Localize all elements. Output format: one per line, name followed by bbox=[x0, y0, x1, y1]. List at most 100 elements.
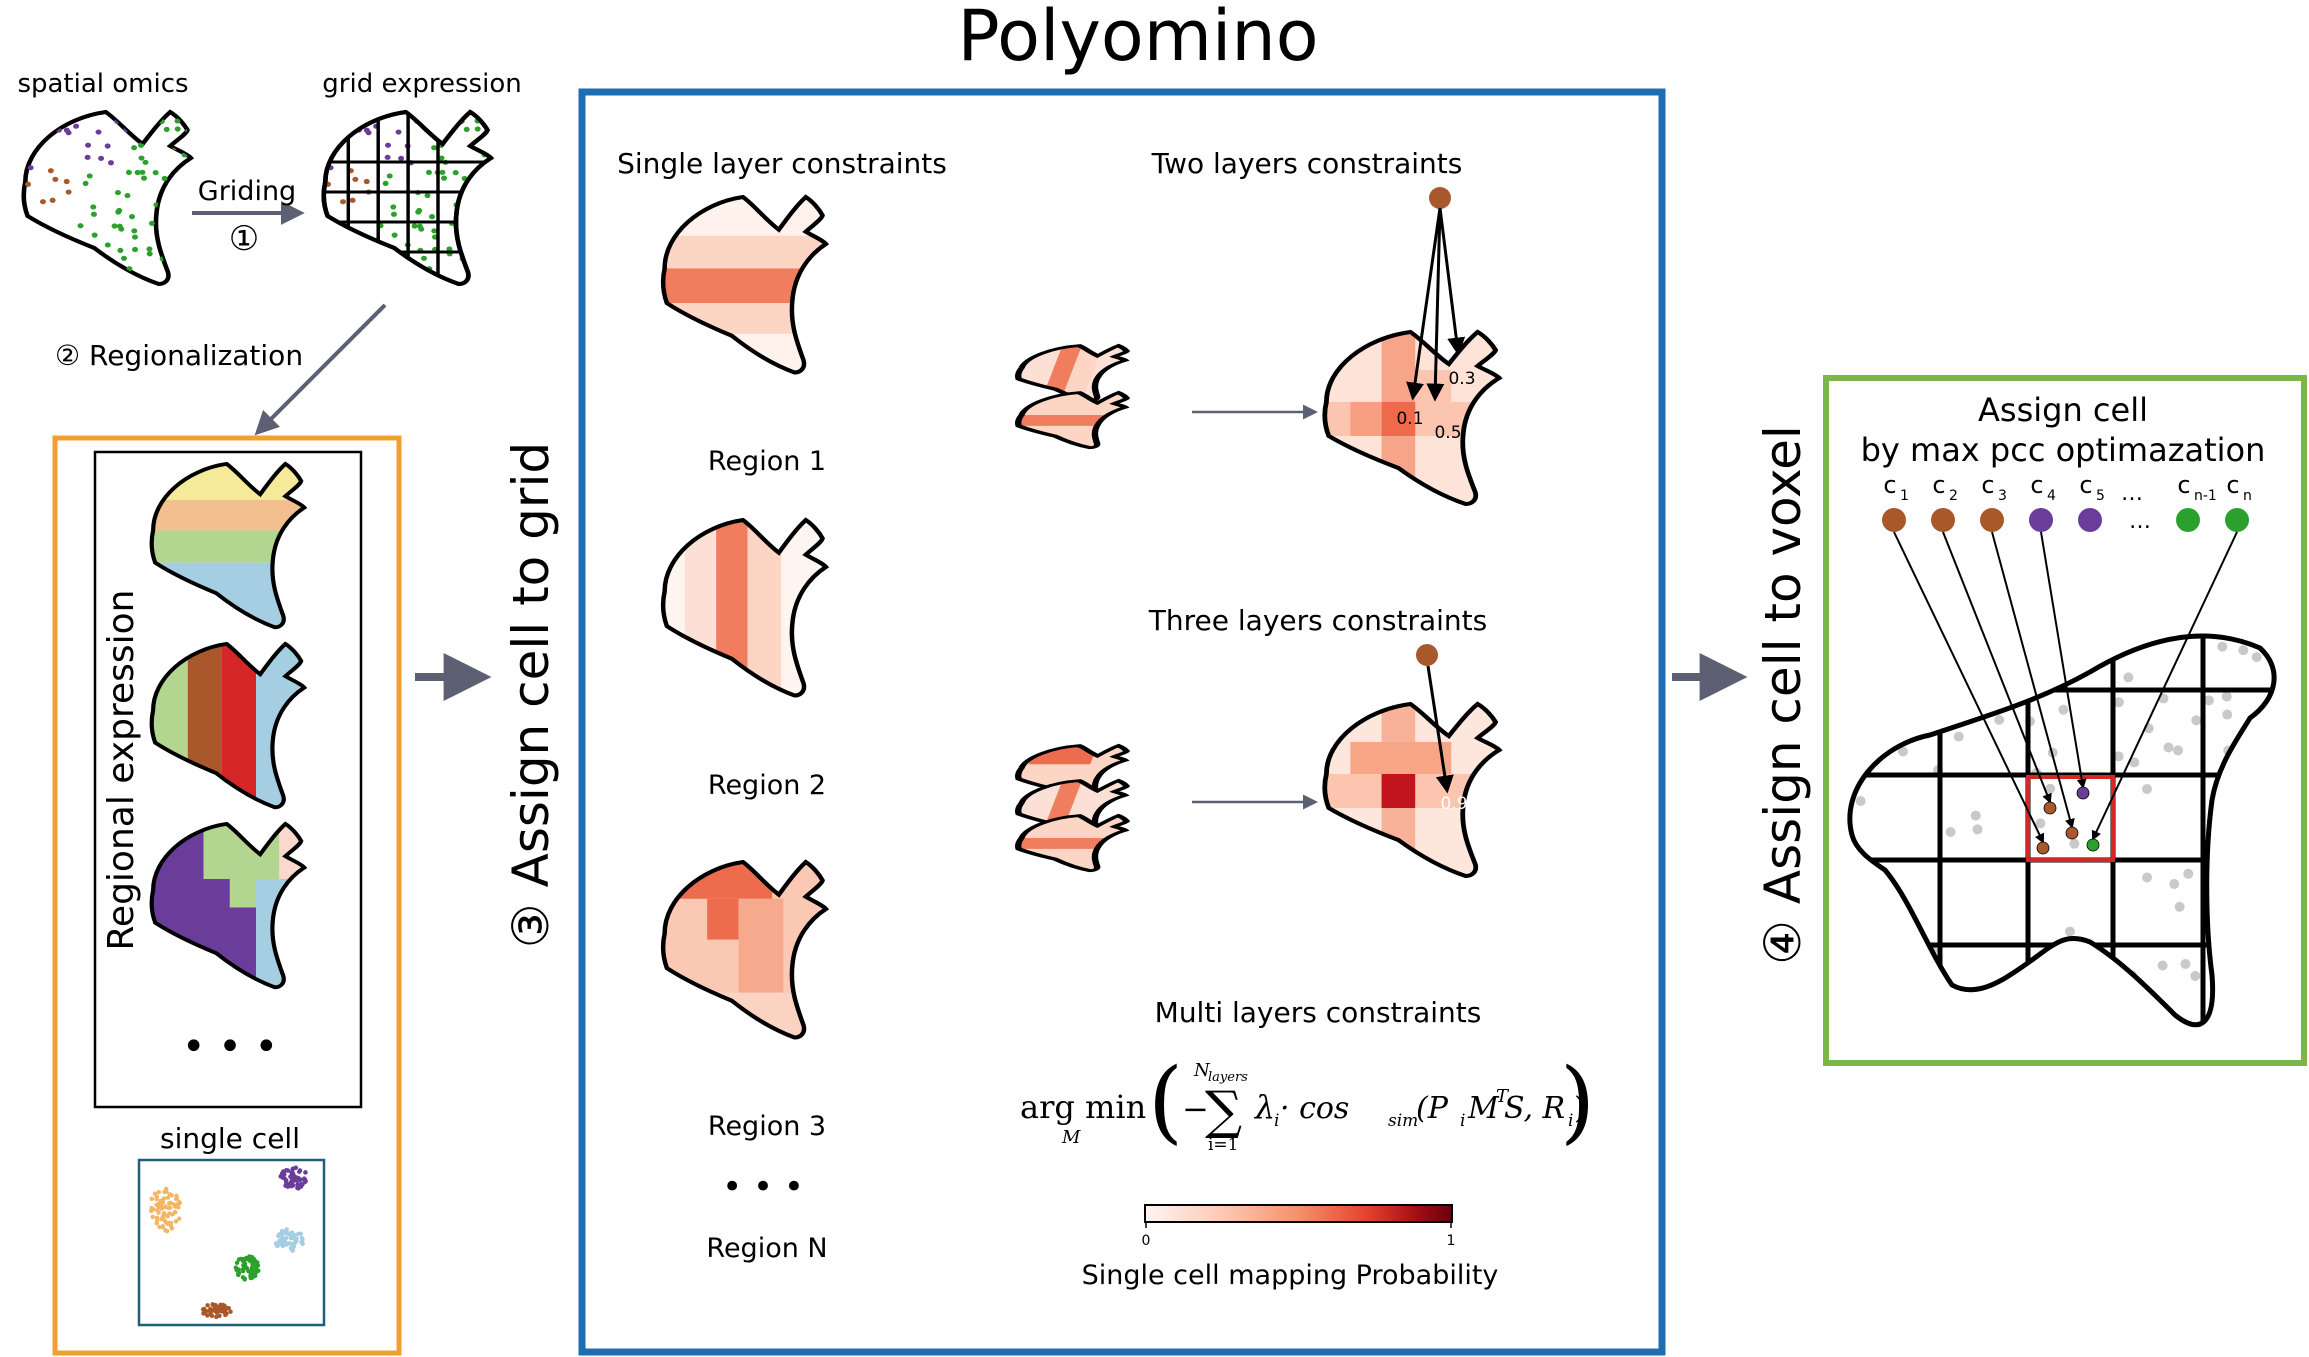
assign-cell-title-1: Assign cell bbox=[1978, 391, 2148, 429]
formula-sum-bottom: i=1 bbox=[1208, 1135, 1239, 1155]
region-1-label: Region 1 bbox=[708, 446, 826, 477]
regionalization-frame bbox=[52, 435, 402, 1356]
step4-label: ④ Assign cell to voxel bbox=[1754, 425, 1812, 965]
two-layer-prob-arrow-1 bbox=[1438, 207, 1466, 356]
regional-expression-label: Regional expression bbox=[101, 590, 142, 951]
cell-label: c bbox=[1883, 471, 1896, 499]
single-layer-title: Single layer constraints bbox=[617, 147, 947, 180]
probability-colorbar bbox=[1144, 1204, 1453, 1223]
three-layer-stack bbox=[992, 745, 1141, 875]
three-layer-result-map bbox=[1300, 702, 1516, 888]
three-layer-value: 0.9 bbox=[1440, 794, 1467, 814]
cell-label: c bbox=[2226, 471, 2239, 499]
two-layer-value-1: 0.3 bbox=[1448, 369, 1475, 389]
spatial-omics-label: spatial omics bbox=[17, 69, 188, 99]
two-layer-cell-dot bbox=[1429, 187, 1451, 209]
formula-m: M bbox=[1467, 1091, 1500, 1126]
cell-dot bbox=[1882, 508, 1906, 532]
cell-dot bbox=[2176, 508, 2200, 532]
cell-label-sub: 4 bbox=[2047, 488, 2056, 504]
region-3-map bbox=[640, 860, 842, 1050]
polyomino-frame bbox=[578, 88, 1666, 1356]
colorbar-max-label: 1 bbox=[1447, 1233, 1456, 1249]
grid-expression-label: grid expression bbox=[322, 69, 521, 99]
formula-transpose: T bbox=[1496, 1086, 1510, 1107]
cell-label: c bbox=[2079, 471, 2092, 499]
formula-lambda: λ bbox=[1253, 1088, 1275, 1126]
two-layer-value-2: 0.1 bbox=[1396, 409, 1423, 429]
cell-label-sub: 2 bbox=[1949, 488, 1958, 504]
cell-6: c n-1 bbox=[2176, 471, 2217, 532]
region-n-label: Region N bbox=[706, 1233, 827, 1264]
cell-row: c 1 c 2 c 3 c 4 c 5 c n-1 c n bbox=[1882, 471, 2252, 532]
cell-dot bbox=[2029, 508, 2053, 532]
cell-dot bbox=[2078, 508, 2102, 532]
regional-map-vertical bbox=[130, 642, 319, 819]
objective-formula: arg min M ( − ∑ N layers i=1 λ i · cos s… bbox=[1020, 1049, 1595, 1155]
formula-sum-top: N bbox=[1193, 1060, 1211, 1081]
region-3-label: Region 3 bbox=[708, 1111, 826, 1142]
regional-map-horizontal bbox=[130, 462, 319, 639]
spatial-omics-shape bbox=[16, 112, 191, 284]
formula-s-r: S, R bbox=[1504, 1091, 1565, 1126]
cell-dot bbox=[2225, 508, 2249, 532]
cell-ellipsis-top: … bbox=[2121, 481, 2143, 506]
cell-label-sub: 5 bbox=[2096, 488, 2105, 504]
formula-lambda-sub: i bbox=[1274, 1111, 1279, 1131]
single-cell-umap bbox=[148, 1165, 308, 1320]
griding-label: Griding bbox=[198, 176, 296, 207]
cell-label-sub: 1 bbox=[1900, 488, 1909, 504]
regional-ellipsis: • • • bbox=[182, 1024, 278, 1070]
region-2-map bbox=[640, 518, 842, 708]
cell-label: c bbox=[2177, 471, 2190, 499]
colorbar-min-label: 0 bbox=[1142, 1233, 1151, 1249]
two-layers-title: Two layers constraints bbox=[1151, 147, 1463, 180]
cell-label: c bbox=[2030, 471, 2043, 499]
two-layer-stack bbox=[992, 345, 1141, 452]
formula-r-sub: i bbox=[1568, 1111, 1573, 1131]
step3-label: ③ Assign cell to grid bbox=[502, 442, 560, 948]
formula-cos-sub: sim bbox=[1388, 1111, 1418, 1131]
step2-label: ② Regionalization bbox=[55, 339, 303, 372]
cell-dot bbox=[1980, 508, 2004, 532]
two-layer-prob-arrow-2 bbox=[1406, 207, 1442, 401]
region-1-map bbox=[640, 195, 842, 385]
formula-cos: · cos bbox=[1280, 1091, 1349, 1126]
formula-argmin: arg min bbox=[1020, 1088, 1146, 1126]
grid-expression-shape bbox=[300, 110, 507, 290]
formula-sigma: ∑ bbox=[1205, 1081, 1242, 1141]
two-layer-value-3: 0.5 bbox=[1434, 423, 1461, 443]
three-layer-prob-arrow bbox=[1426, 665, 1454, 794]
cell-label-sub: 3 bbox=[1998, 488, 2007, 504]
cell-label-sub: n bbox=[2243, 488, 2252, 504]
cell-label-sub: n-1 bbox=[2194, 488, 2217, 504]
region-dots: • • • bbox=[722, 1167, 804, 1207]
cell-dot bbox=[1931, 508, 1955, 532]
regional-expression-box bbox=[93, 450, 363, 1109]
formula-args-close: ) bbox=[1574, 1091, 1586, 1126]
formula-argmin-sub: M bbox=[1061, 1127, 1081, 1148]
colorbar-caption: Single cell mapping Probability bbox=[1082, 1260, 1499, 1291]
assign-cell-title-2: by max pcc optimazation bbox=[1861, 431, 2266, 469]
two-layer-prob-arrow-3 bbox=[1426, 207, 1445, 402]
cell-label: c bbox=[1932, 471, 1945, 499]
formula-p-sub: i bbox=[1460, 1111, 1465, 1131]
voxel-frame bbox=[1823, 375, 2307, 1066]
main-title: Polyomino bbox=[957, 0, 1318, 77]
three-layers-title: Three layers constraints bbox=[1148, 604, 1487, 637]
multi-layers-title: Multi layers constraints bbox=[1155, 996, 1482, 1029]
selected-voxel-highlight bbox=[2026, 775, 2115, 862]
region-2-label: Region 2 bbox=[708, 770, 826, 801]
formula-open-paren: ( bbox=[1148, 1049, 1183, 1154]
three-layer-cell-dot bbox=[1416, 644, 1438, 666]
formula-args-open: (P bbox=[1416, 1091, 1449, 1126]
cell-assignment-arrows bbox=[1893, 531, 2238, 855]
voxel-grid-map bbox=[1847, 633, 2277, 1027]
